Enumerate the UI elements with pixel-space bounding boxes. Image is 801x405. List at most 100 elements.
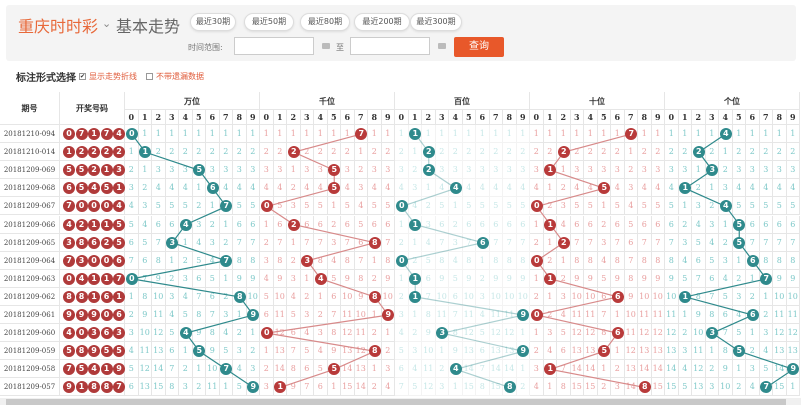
draw-ball: 8 [75,236,88,249]
omission-cell [705,324,719,343]
period-50-button[interactable]: 最近50期 [244,13,294,31]
omission-cell: 15 [152,378,166,397]
omission-cell: 10 [152,287,166,306]
query-button[interactable]: 查询 [454,37,504,57]
omission-cell: 5 [732,197,746,216]
omission-cell: 12 [570,324,584,343]
period-300-button[interactable]: 最近300期 [410,13,462,31]
omission-cell: 2 [246,143,260,162]
digit-header: 3 [570,110,584,125]
omission-cell: 2 [786,143,800,162]
horizontal-scrollbar[interactable] [0,398,801,405]
end-date-input[interactable] [350,37,430,55]
draw-ball: 1 [100,164,113,177]
issue-cell: 20181209-064 [0,251,60,270]
hit-ball: 0 [260,200,273,213]
omission-cell: 7 [611,233,625,252]
omission-cell: 1 [759,287,773,306]
calendar-icon[interactable] [438,43,446,49]
omission-cell: 5 [327,269,341,288]
omission-cell: 1 [665,125,679,144]
omission-cell: 3 [476,287,490,306]
omission-cell: 10 [719,378,733,397]
omission-cell: 4 [732,306,746,325]
omission-cell [179,324,193,343]
omission-cell: 4 [422,233,436,252]
period-80-button[interactable]: 最近80期 [300,13,350,31]
draw-ball: 3 [113,164,125,177]
omission-cell: 10 [516,287,530,306]
hit-ball: 1 [274,381,287,394]
omission-cell: 5 [732,324,746,343]
omission-cell: 8 [503,251,517,270]
omission-cell: 3 [341,161,355,180]
omission-cell: 2 [732,378,746,397]
omission-cell: 5 [759,360,773,379]
omission-cell: 3 [246,161,260,180]
scrollbar-thumb[interactable] [6,399,786,405]
hit-ball: 7 [220,254,233,267]
omission-cell: 5 [233,197,247,216]
omission-cell [165,233,179,252]
period-200-button[interactable]: 最近200期 [354,13,410,31]
hit-ball: 1 [409,272,422,285]
calendar-icon[interactable] [322,43,330,49]
omission-cell: 6 [354,233,368,252]
omission-cell: 2 [597,215,611,234]
omission-cell: 4 [408,360,422,379]
omission-cell: 1 [179,342,193,361]
omission-cell: 1 [368,360,382,379]
omission-cell: 3 [692,197,706,216]
omission-cell [327,179,341,198]
omission-cell: 1 [435,125,449,144]
digit-header: 7 [219,110,233,125]
omission-cell: 3 [759,161,773,180]
omission-cell: 11 [422,360,436,379]
hit-ball: 3 [706,327,719,340]
omission-cell: 14 [584,360,598,379]
hit-ball: 0 [530,309,543,322]
no-omission-checkbox[interactable] [146,73,153,80]
omission-cell: 2 [260,233,274,252]
start-date-input[interactable] [234,37,314,55]
omission-cell: 1 [287,125,301,144]
omission-cell: 4 [219,324,233,343]
omission-cell: 13 [341,342,355,361]
show-trend-label[interactable]: 显示走势折线 [89,72,137,81]
omission-cell: 2 [719,233,733,252]
omission-cell: 1 [449,378,463,397]
omission-cell: 1 [692,125,706,144]
omission-cell: 6 [773,215,787,234]
hit-ball: 8 [368,345,381,358]
omission-cell: 3 [395,161,409,180]
omission-cell: 2 [530,287,544,306]
issue-cell: 20181209-063 [0,269,60,288]
omission-cell: 4 [165,306,179,325]
draw-ball: 4 [75,272,88,285]
omission-cell: 3 [152,161,166,180]
omission-cell: 1 [206,197,220,216]
no-omission-label[interactable]: 不带遗漏数据 [156,72,204,81]
omission-cell: 5 [449,269,463,288]
omission-cell: 4 [206,251,220,270]
omission-cell: 1 [557,125,571,144]
draw-ball: 0 [88,254,100,267]
omission-cell: 2 [462,143,476,162]
omission-cell: 10 [489,287,503,306]
omission-cell: 5 [381,197,395,216]
chevron-down-icon[interactable]: ⌄ [102,17,112,30]
show-trend-checkbox[interactable]: ✔ [79,73,86,80]
omission-cell: 11 [462,306,476,325]
omission-cell: 1 [732,251,746,270]
period-30-button[interactable]: 最近30期 [190,13,236,31]
hit-ball: 1 [544,363,557,376]
hit-ball: 8 [368,236,381,249]
omission-cell: 1 [260,342,274,361]
hit-ball: 2 [557,236,570,249]
omission-cell: 1 [138,125,152,144]
lottery-title[interactable]: 重庆时时彩 [18,17,99,36]
hit-ball: 8 [233,290,246,303]
hit-ball: 8 [503,381,516,394]
omission-cell: 1 [381,125,395,144]
omission-cell [192,161,206,180]
